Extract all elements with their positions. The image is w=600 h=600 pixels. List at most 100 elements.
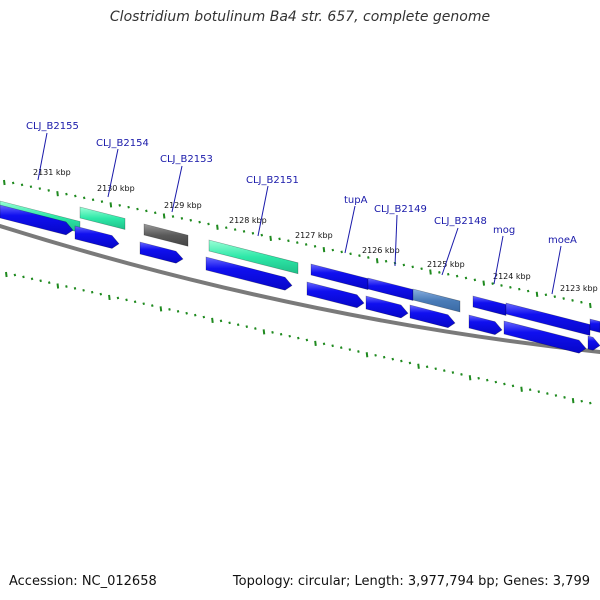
tick-layer	[3, 179, 592, 405]
scale-tick-upper	[313, 244, 317, 248]
gene-label: CLJ_B2153	[160, 154, 213, 165]
scale-tick-upper	[580, 300, 583, 304]
scale-tick-upper	[278, 237, 281, 241]
scale-tick-upper	[65, 192, 68, 196]
feature-layer	[0, 200, 600, 354]
scale-tick-upper	[11, 181, 15, 185]
scale-tick-lower	[391, 357, 395, 361]
scale-tick-upper	[562, 297, 565, 300]
scale-tick-lower	[348, 348, 352, 351]
scale-tick-upper	[420, 267, 423, 271]
scale-tick-upper	[56, 191, 59, 197]
scale-tick-upper	[269, 235, 272, 242]
scale-tick-upper	[118, 203, 121, 207]
scale-tick-lower	[5, 271, 8, 278]
scale-tick-upper	[553, 295, 557, 299]
scale-tick-upper	[535, 291, 539, 297]
scale-tick-lower	[382, 355, 386, 359]
pseudo-feature	[143, 223, 189, 247]
scale-tick-upper	[91, 198, 95, 202]
scale-tick-upper	[446, 272, 450, 276]
scale-tick-upper	[304, 243, 308, 246]
cds-arrow	[503, 320, 587, 354]
scale-tick-lower	[168, 308, 171, 311]
scale-tick-lower	[30, 277, 34, 281]
scale-tick-upper	[429, 269, 432, 275]
scale-tick-lower	[417, 363, 420, 369]
cds-feature	[310, 263, 369, 290]
gene-leader-line	[394, 214, 398, 267]
scale-tick-upper	[242, 230, 246, 233]
scale-tick-upper	[571, 299, 574, 302]
scale-tick-lower	[434, 367, 437, 371]
scale-tick-lower	[202, 315, 206, 319]
scale-tick-lower	[22, 275, 25, 279]
scale-tick-lower	[228, 321, 231, 325]
scale-tick-lower	[485, 378, 489, 382]
scale-tick-upper	[526, 289, 530, 293]
scale-tick-upper	[145, 209, 148, 213]
gene-label: mog	[493, 225, 515, 236]
tick-label: 2129 kbp	[164, 201, 202, 210]
gene-label: CLJ_B2149	[374, 204, 427, 215]
scale-tick-upper	[349, 252, 352, 256]
cds-arrow	[74, 225, 120, 249]
scale-tick-upper	[38, 187, 42, 190]
cds-feature	[367, 277, 414, 301]
scale-tick-upper	[544, 293, 548, 297]
topology-summary: Topology: circular; Length: 3,977,794 bp…	[232, 574, 590, 589]
scale-tick-lower	[56, 283, 60, 289]
gene-leader-line	[171, 165, 183, 213]
scale-tick-upper	[29, 185, 33, 189]
gene-label: tupA	[344, 195, 368, 206]
scale-tick-lower	[322, 342, 326, 346]
scale-tick-upper	[82, 196, 86, 200]
scale-tick-lower	[116, 296, 120, 300]
scale-tick-upper	[358, 254, 361, 258]
scale-tick-lower	[425, 365, 429, 369]
scale-tick-upper	[162, 213, 166, 219]
scale-tick-lower	[528, 388, 532, 392]
gene-leader-line	[107, 148, 119, 198]
scale-tick-upper	[411, 265, 414, 269]
scale-tick-lower	[589, 401, 592, 405]
scale-tick-upper	[500, 284, 503, 287]
scale-tick-lower	[236, 323, 240, 327]
scale-tick-lower	[262, 329, 266, 335]
scale-tick-lower	[125, 298, 128, 302]
cds-arrow	[139, 241, 184, 264]
cds-feature	[589, 318, 600, 333]
cds-arrow	[468, 314, 503, 335]
cds-arrow	[0, 204, 74, 236]
scale-tick-lower	[494, 380, 498, 384]
gene-leader-line	[551, 245, 562, 295]
cds-feature	[472, 295, 507, 316]
scale-tick-upper	[331, 248, 335, 252]
scale-tick-lower	[460, 373, 463, 376]
scale-tick-upper	[171, 215, 175, 218]
scale-tick-upper	[233, 228, 237, 231]
scale-tick-upper	[180, 217, 184, 220]
scale-tick-upper	[438, 271, 441, 274]
scale-tick-upper	[20, 183, 24, 187]
rna-feature	[208, 239, 299, 275]
cds-arrow	[365, 295, 409, 319]
scale-tick-upper	[482, 280, 486, 286]
scale-tick-lower	[537, 390, 541, 393]
scale-tick-lower	[288, 334, 291, 338]
scale-tick-upper	[589, 302, 592, 309]
scale-tick-lower	[305, 338, 309, 342]
scale-tick-lower	[211, 317, 214, 324]
scale-tick-lower	[99, 292, 103, 296]
label-layer: 2131 kbp 2130 kbp 2129 kbp 2128 kbp 2127 kbp…	[26, 121, 598, 295]
scale-tick-lower	[245, 325, 249, 328]
scale-tick-lower	[468, 375, 472, 381]
scale-tick-lower	[271, 331, 274, 334]
scale-tick-upper	[100, 200, 104, 203]
backbone-line	[0, 224, 600, 354]
scale-tick-upper	[402, 263, 406, 267]
gene-label: CLJ_B2148	[434, 216, 487, 227]
scale-tick-lower	[65, 285, 68, 288]
scale-tick-upper	[473, 278, 477, 282]
